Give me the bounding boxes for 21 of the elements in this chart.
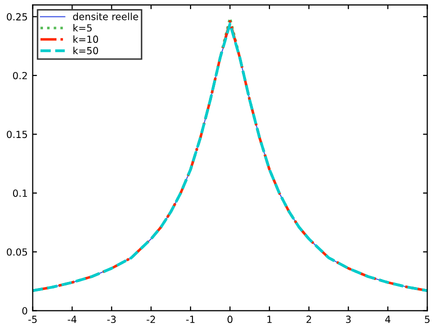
x-tick-label: 1 — [267, 316, 272, 323]
x-tick-label: -5 — [28, 316, 37, 324]
legend-label: k=5 — [73, 24, 92, 32]
x-tick-label: -4 — [68, 316, 76, 323]
y-tick-label: 0.25 — [6, 13, 27, 20]
x-tick-label: -3 — [107, 316, 116, 324]
legend-label: k=50 — [73, 46, 98, 54]
x-tick-label: -1 — [186, 316, 194, 323]
legend-label: k=10 — [73, 35, 98, 43]
x-tick-label: 5 — [424, 316, 430, 324]
y-tick-label: 0.1 — [13, 190, 27, 197]
x-tick-label: 2 — [306, 316, 312, 323]
y-tick-label: 0.2 — [13, 72, 27, 80]
y-tick-label: 0.05 — [6, 248, 27, 256]
x-tick-label: 4 — [385, 316, 390, 323]
y-tick-label: 0.15 — [6, 130, 27, 138]
y-tick-label: 0 — [22, 307, 28, 314]
x-tick-label: 3 — [346, 316, 351, 324]
x-tick-label: -2 — [146, 316, 155, 323]
legend-label: densite reelle — [73, 12, 138, 20]
x-tick-label: 0 — [228, 316, 232, 324]
